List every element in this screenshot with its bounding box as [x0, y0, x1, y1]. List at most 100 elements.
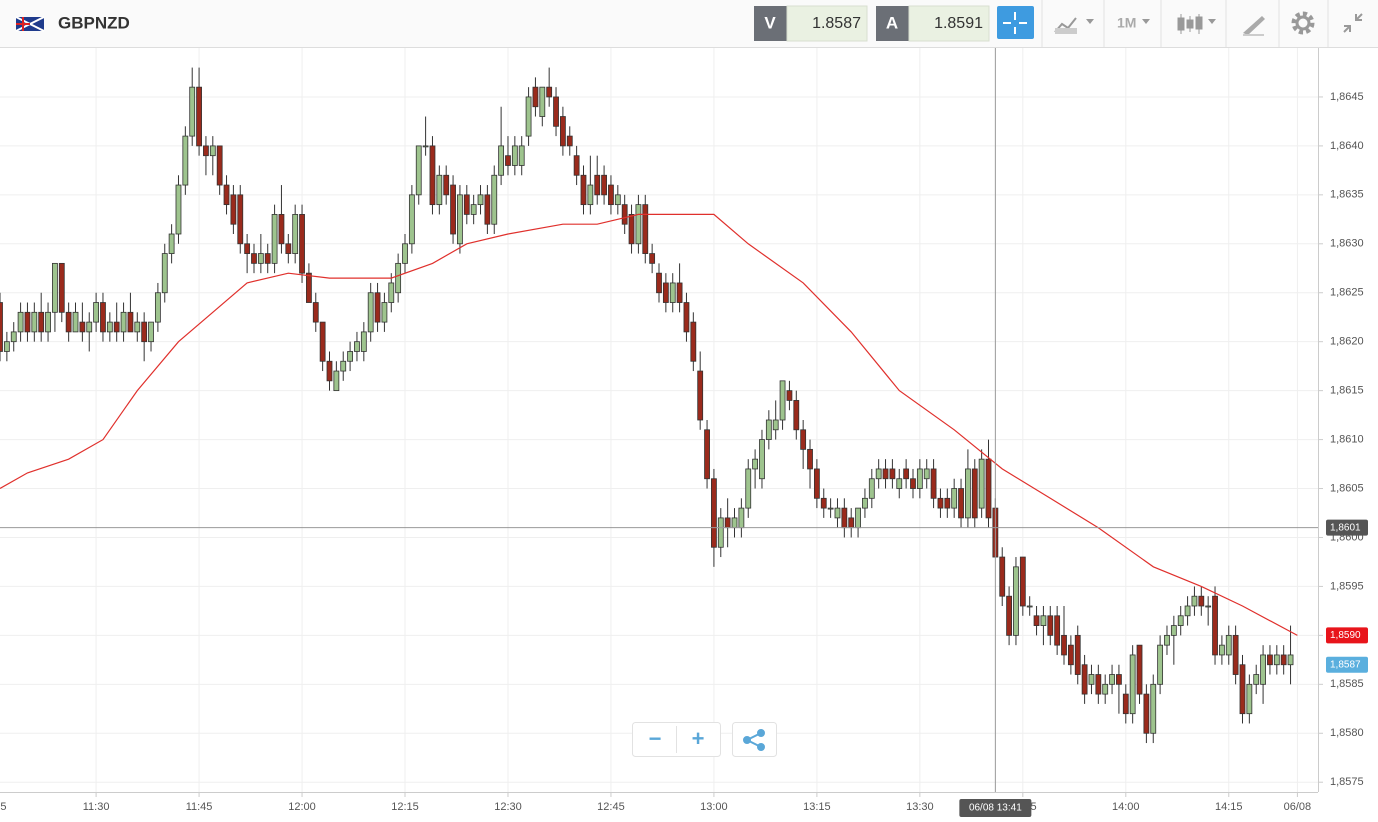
- ask-badge[interactable]: [876, 6, 909, 41]
- candle-body: [628, 214, 635, 245]
- candle-body: [1061, 634, 1067, 656]
- candle-body: [72, 311, 79, 333]
- crosshair-price-box: [1326, 519, 1368, 536]
- candle-body: [711, 478, 717, 548]
- candle-body: [374, 292, 381, 323]
- candle-body: [1212, 595, 1218, 656]
- candle-body: [154, 292, 161, 323]
- price-tag: [1326, 627, 1368, 644]
- candle-body: [381, 302, 388, 323]
- candle-body: [759, 439, 765, 480]
- bid-box[interactable]: [786, 5, 868, 42]
- x-tick-label: 12:45: [597, 801, 625, 813]
- x-tick-label: 12:15: [391, 801, 419, 813]
- candle-body: [58, 262, 65, 313]
- candle-body: [573, 155, 580, 176]
- candle-body: [662, 282, 669, 303]
- candle-body: [175, 184, 182, 235]
- candle-body: [875, 468, 882, 480]
- candle-body: [415, 145, 422, 196]
- candle-body: [944, 497, 951, 509]
- candle-body: [1260, 654, 1266, 685]
- candle-body: [1033, 615, 1040, 626]
- collapse-button[interactable]: [1343, 13, 1363, 33]
- candle-body: [765, 419, 772, 440]
- candle-body: [978, 458, 985, 509]
- candle-body: [1164, 634, 1170, 646]
- zoom-in[interactable]: +: [692, 726, 705, 751]
- candle-body: [312, 302, 319, 323]
- candle-body: [800, 429, 807, 450]
- candle-body: [903, 468, 910, 480]
- candle-body: [189, 86, 196, 137]
- crosshair-price-label: 1,8601: [1330, 522, 1361, 533]
- candle-body: [546, 86, 553, 98]
- candle-body: [1054, 615, 1061, 646]
- candle-body: [889, 468, 896, 480]
- x-tick-label: 11:15: [0, 801, 6, 813]
- draw-tools-button[interactable]: [1243, 16, 1265, 36]
- candle-body: [807, 448, 813, 470]
- candle-body: [422, 145, 429, 148]
- candle-body: [402, 243, 408, 264]
- candle-body: [1026, 605, 1033, 608]
- candle-body: [635, 204, 642, 245]
- candle-body: [813, 468, 820, 499]
- candle-body: [1102, 683, 1109, 695]
- candle-body: [106, 321, 113, 333]
- candle-body: [120, 311, 127, 333]
- candle-body: [1287, 654, 1294, 666]
- candle-body: [1246, 683, 1253, 715]
- candle-body: [65, 311, 72, 333]
- candle-body: [724, 517, 731, 529]
- candle-body: [237, 194, 244, 245]
- timeframe-caret: [1142, 19, 1150, 24]
- candle-body: [443, 174, 450, 196]
- timeframe[interactable]: 1M: [1117, 15, 1136, 31]
- chart-type-button[interactable]: [1054, 17, 1094, 34]
- candle-body: [683, 302, 690, 333]
- x-tick-label: 13:15: [803, 801, 831, 813]
- candle-body: [470, 204, 477, 215]
- candle-type-button[interactable]: [1177, 14, 1216, 34]
- candle-body: [916, 468, 923, 489]
- candle-body: [1191, 595, 1198, 607]
- zoom-out[interactable]: −: [649, 726, 662, 751]
- candle-body: [862, 497, 868, 509]
- candle-body: [86, 321, 93, 333]
- candle-body: [642, 204, 649, 254]
- candle-body: [772, 419, 779, 431]
- candle-body: [1122, 693, 1129, 715]
- y-tick-label: 1,8640: [1330, 140, 1364, 152]
- candle-body: [1280, 654, 1287, 666]
- candle-body: [738, 507, 745, 529]
- candle-body: [395, 262, 402, 294]
- bid-badge[interactable]: [754, 6, 787, 41]
- candle-body: [17, 311, 24, 333]
- candle-body: [134, 321, 141, 333]
- candle-body: [511, 145, 518, 166]
- crosshair-button[interactable]: [997, 6, 1034, 39]
- candle-body: [704, 429, 710, 480]
- candle-body: [559, 116, 566, 147]
- candle-body: [1088, 674, 1095, 685]
- crosshair-time-label: 06/08 13:41: [969, 803, 1022, 814]
- candle-body: [306, 272, 312, 303]
- candle-body: [1129, 654, 1136, 715]
- x-tick-label: 14:00: [1112, 801, 1140, 813]
- candle-body: [1232, 634, 1239, 675]
- settings-button[interactable]: [1291, 11, 1315, 35]
- candle-body: [1218, 644, 1225, 656]
- candle-body: [621, 204, 628, 225]
- candle-body: [985, 458, 992, 519]
- candle-body: [1013, 566, 1019, 636]
- overlay: 06/08 13:41 1,8601 1,8590 1,8587: [0, 48, 1368, 817]
- candle-body: [367, 292, 374, 333]
- ask-box[interactable]: [908, 5, 990, 42]
- share-button[interactable]: [732, 722, 777, 757]
- candle-body: [319, 321, 326, 362]
- candle-body: [52, 262, 58, 313]
- candle-body: [1205, 605, 1212, 608]
- candle-body: [168, 233, 175, 254]
